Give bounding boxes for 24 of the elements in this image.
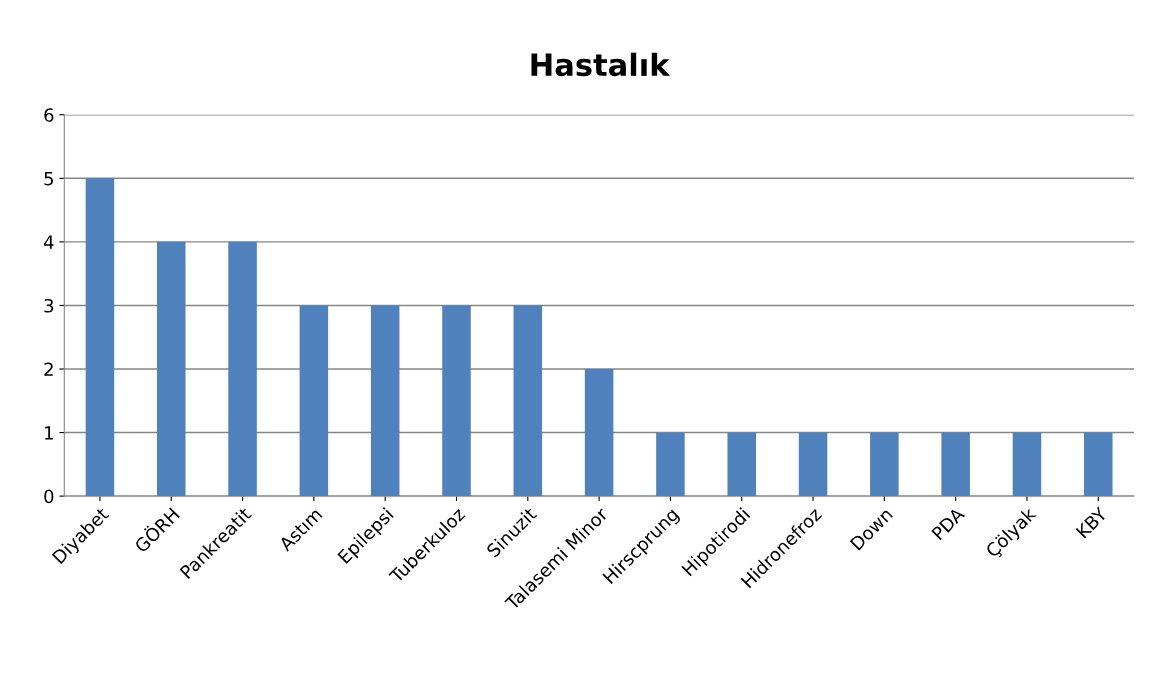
bar [1012, 432, 1042, 497]
y-tick-label: 0 [44, 489, 54, 504]
bar [656, 432, 685, 497]
bar [442, 305, 471, 497]
bar [941, 432, 970, 497]
x-tick-label: PDA [931, 506, 966, 541]
y-tick-label: 2 [44, 362, 53, 376]
bar [370, 305, 400, 497]
y-tick-label: 6 [44, 108, 54, 122]
bar [727, 432, 756, 497]
y-tick-label: 1 [45, 426, 53, 440]
bar [584, 369, 614, 497]
bar [798, 432, 828, 497]
bar [157, 241, 186, 497]
bar [870, 432, 899, 497]
y-tick-label: 3 [44, 298, 54, 313]
chart-title: Hastalık [531, 52, 671, 77]
bar [299, 305, 329, 497]
bar [1084, 432, 1113, 497]
bar [513, 305, 543, 497]
bar [85, 178, 115, 497]
bar [228, 241, 257, 497]
y-tick-label: 4 [43, 235, 54, 249]
y-tick-label: 5 [44, 172, 53, 186]
